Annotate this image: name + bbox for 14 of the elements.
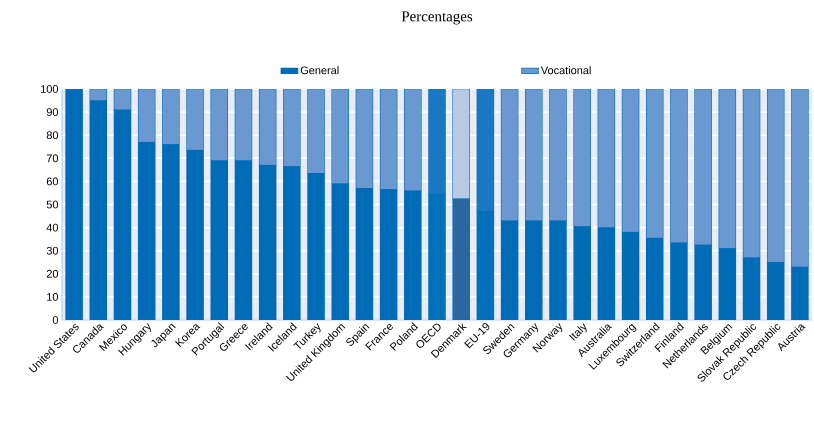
- y-tick-label: 100: [41, 85, 58, 93]
- y-tick-label: 20: [46, 270, 58, 278]
- y-tick-label: 70: [46, 154, 58, 162]
- y-tick-label: 30: [46, 246, 58, 255]
- y-tick-label: 40: [46, 224, 58, 232]
- y-tick-label: 90: [46, 108, 58, 116]
- chart-title: Percentages: [402, 12, 472, 24]
- y-tick-label: 60: [46, 178, 58, 186]
- y-tick-label: 10: [47, 293, 58, 301]
- y-tick-label: 0: [52, 316, 58, 324]
- y-tick-label: 50: [46, 200, 58, 208]
- legend-label: Vocational: [540, 66, 591, 74]
- y-tick-label: 80: [46, 131, 58, 140]
- legend-label: General: [300, 66, 338, 74]
